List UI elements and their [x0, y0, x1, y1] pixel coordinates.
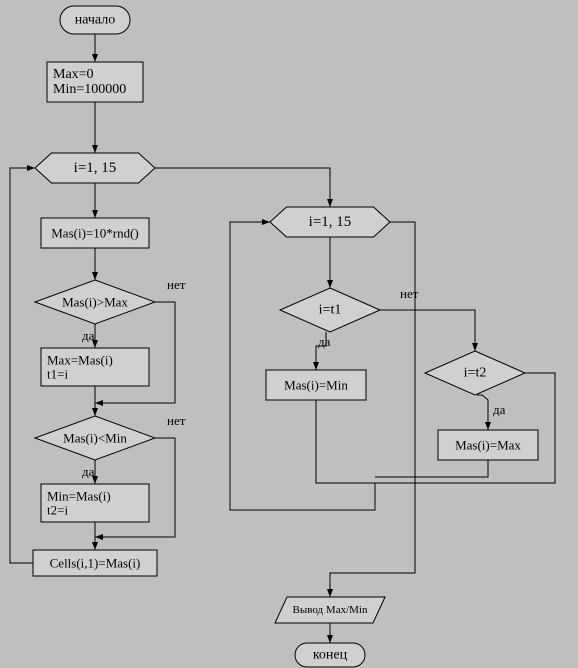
masrnd-text: Mas(i)=10*rnd() [51, 226, 138, 241]
edge-label: да [318, 334, 331, 349]
cmpt2-text: i=t2 [464, 366, 487, 381]
output-text: Вывод Max/Min [293, 604, 368, 616]
init-text: Min=100000 [53, 82, 126, 97]
edge-label: нет [167, 413, 186, 428]
cmpmax-text: Mas(i)>Max [62, 295, 128, 310]
edge [375, 460, 488, 477]
start-text: начало [75, 13, 116, 28]
edge-label: да [82, 464, 95, 479]
edge [155, 168, 330, 207]
setmax-text: Max=Mas(i) [47, 352, 113, 367]
init-text: Max=0 [53, 67, 94, 82]
edge-label: нет [400, 286, 419, 301]
cmpt1-text: i=t1 [319, 303, 342, 318]
cells-text: Cells(i,1)=Mas(i) [50, 556, 141, 571]
edge [230, 222, 375, 510]
cmpmin-text: Mas(i)<Min [63, 431, 127, 446]
setmin-text: Min=Mas(i) [47, 488, 111, 503]
edge-label: да [493, 402, 506, 417]
edge-label: нет [167, 277, 186, 292]
setmasmax-text: Mas(i)=Max [455, 438, 521, 453]
setmasmin-text: Mas(i)=Min [284, 378, 348, 393]
loop1-text: i=1, 15 [74, 160, 117, 176]
end-text: конец [313, 648, 348, 663]
edge [380, 310, 475, 351]
edge [10, 168, 35, 563]
edge-label: да [82, 328, 95, 343]
edge [477, 395, 488, 430]
setmin-text: t2=i [47, 503, 68, 518]
edge [330, 222, 415, 597]
loop2-text: i=1, 15 [309, 214, 352, 230]
setmax-text: t1=i [47, 367, 68, 382]
